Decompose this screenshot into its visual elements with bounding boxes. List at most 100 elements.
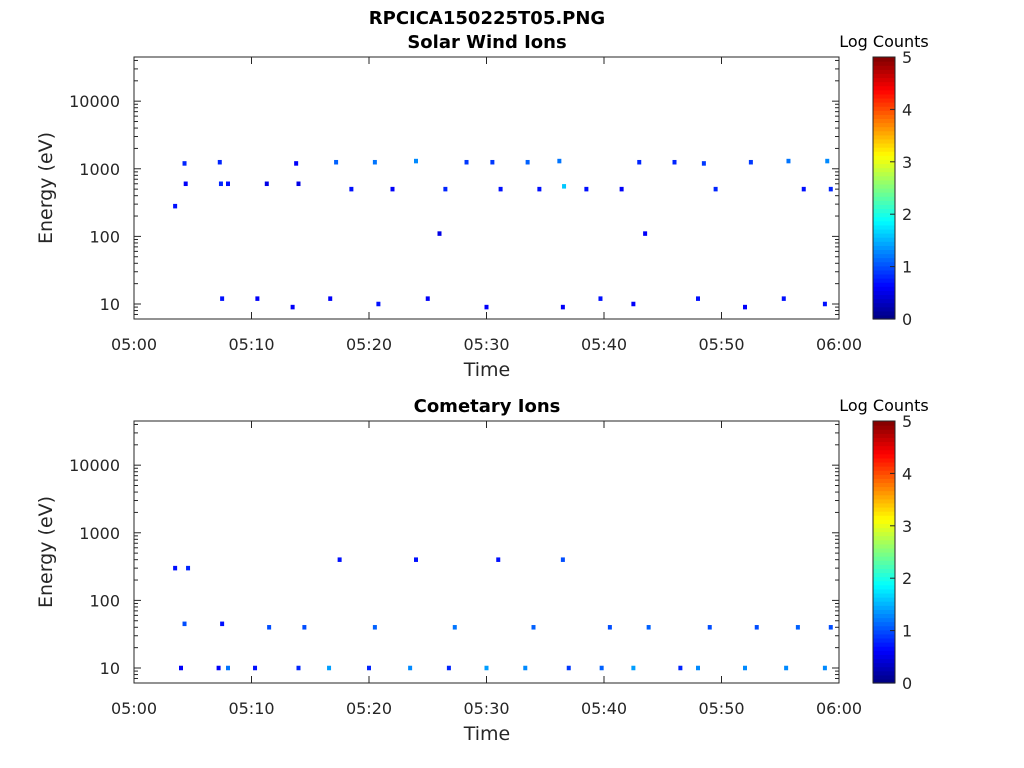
heatmap-cell [183,181,188,187]
heatmap-cell [754,625,759,630]
heatmap-cell [376,301,381,307]
colorbar-segment [873,662,895,668]
colorbar-segment [873,61,895,66]
colorbar-segment [873,245,895,251]
y-tick-label: 1000 [79,524,120,543]
colorbar-tick-label: 0 [902,674,912,693]
colorbar-tick-label: 4 [902,464,912,483]
x-tick-label: 05:30 [463,699,509,718]
heatmap-cell [490,159,495,165]
heatmap-cell [523,665,528,671]
colorbar-segment [873,192,895,197]
heatmap-cell [327,665,332,671]
colorbar-segment [873,122,895,128]
y-tick-label: 100 [89,227,120,246]
heatmap-cell [828,186,833,192]
x-tick-label: 06:00 [816,335,862,354]
colorbar-segment [873,241,895,246]
heatmap-cell [828,625,833,630]
colorbar-segment [873,543,895,549]
colorbar-tick-label: 1 [902,258,912,277]
heatmap-cell [637,159,642,165]
colorbar-segment [873,290,895,296]
heatmap-cell [296,181,301,187]
colorbar-segment [873,506,895,512]
x-axis-label-solar-wind: Time [463,359,511,381]
colorbar-segment [873,151,895,156]
colorbar-segment [873,212,895,218]
heatmap-cell [217,159,222,165]
colorbar-segment [873,621,895,627]
colorbar-segment [873,97,895,103]
colorbar-segment [873,220,895,226]
colorbar-segment [873,617,895,623]
colorbar-segment [873,560,895,565]
y-tick-label: 10000 [69,456,120,475]
colorbar-segment [873,527,895,533]
colorbar-segment [873,81,895,87]
colorbar-segment [873,310,895,316]
colorbar-tick-label: 5 [902,48,912,67]
heatmap-cell [786,158,791,164]
colorbar-segment [873,134,895,140]
axes-cometary: 05:00 05:10 05:20 05:30 05:40 05:50 06:00 10 100… [69,421,862,718]
heatmap-cell [643,231,648,236]
heatmap-cell [328,296,333,301]
colorbar-segment [873,302,895,308]
colorbar-segment [873,547,895,553]
colorbar-segment [873,126,895,132]
colorbar-segment [873,208,895,214]
y-tick-label: 1000 [79,160,120,179]
colorbar-segment [873,93,895,99]
y-axis-label-cometary: Energy (eV) [35,496,57,608]
colorbar-frame [872,420,896,684]
colorbar-segment [873,306,895,312]
colorbar-segment [873,584,895,590]
colorbar-segment [873,110,895,115]
colorbar-tick-label: 3 [902,517,912,536]
heatmap-cell [560,304,565,310]
heatmap-cell [598,296,603,301]
colorbar-segment [873,515,895,520]
colorbar-segment [873,445,895,451]
colorbar-segment [873,511,895,516]
colorbar-segment [873,535,895,541]
heatmap-cell [173,565,178,571]
colorbar-segment [873,637,895,643]
x-tick-label: 05:30 [463,335,509,354]
heatmap-cell [452,625,457,630]
colorbar-segment [873,601,895,606]
colorbar-segment [873,531,895,537]
colorbar-segment [873,437,895,443]
colorbar-segment [873,629,895,635]
heatmap-cell [182,621,187,627]
colorbar-segment [873,200,895,205]
colorbar-segment [873,233,895,238]
colorbar-segment [873,282,895,287]
colorbar-segment [873,670,895,676]
heatmap-cell [226,181,230,187]
colorbar-segment [873,592,895,598]
heatmap-cell [822,301,827,307]
colorbar-segment [873,421,895,426]
heatmap-cell [678,665,683,671]
heatmap-cell [631,665,636,671]
colorbar-segment [873,175,895,181]
colorbar-segment [873,613,895,619]
colorbar-segment [873,654,895,660]
heatmap-cell [296,665,301,671]
colorbar-segment [873,478,895,484]
colorbar-segment [873,196,895,201]
y-axis-label-solar-wind: Energy (eV) [35,132,57,244]
colorbar-segment [873,490,895,496]
heatmap-cell [701,161,706,166]
colorbar-segment [873,265,895,271]
colorbar-tick-label: 5 [902,412,912,431]
heatmap-cell [795,625,800,630]
heatmap-cell [372,625,377,630]
y-tick-label: 10 [100,295,120,314]
colorbar-segment [873,429,895,434]
heatmap-cell [484,304,489,310]
colorbar-segment [873,294,895,300]
colorbar-segment [873,228,895,234]
